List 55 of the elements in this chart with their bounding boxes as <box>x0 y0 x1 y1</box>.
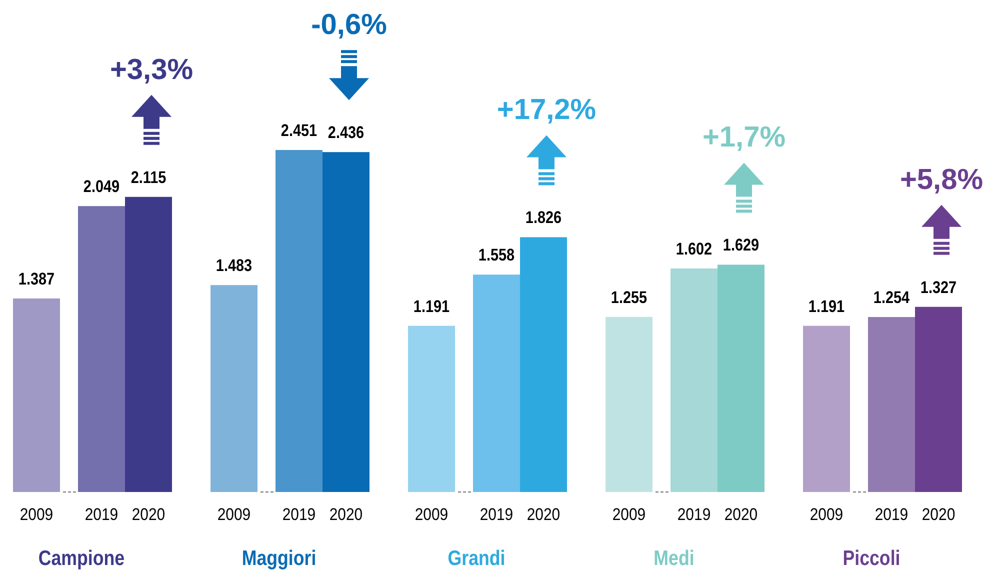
bar <box>125 196 172 492</box>
text: 2019 <box>480 506 514 524</box>
text: +3,3% <box>110 54 194 86</box>
data-label: 1.327 <box>920 278 957 298</box>
text: 2019 <box>282 506 316 524</box>
annotation: +5,8% <box>900 164 984 196</box>
annotation: +1,7% <box>702 122 786 154</box>
text: 2009 <box>612 506 646 524</box>
bar <box>322 152 370 492</box>
data-label: 1.826 <box>525 209 562 228</box>
data-label: 1.191 <box>808 298 845 316</box>
text: +17,2% <box>496 94 596 126</box>
series-label: 2019 <box>84 506 118 524</box>
bar <box>868 317 915 492</box>
x-tick-label: Maggiori <box>242 546 316 570</box>
text: -0,6% <box>311 9 388 42</box>
x-tick-label: Campione <box>38 546 125 570</box>
data-label: 2.451 <box>280 122 318 140</box>
bar <box>473 274 520 492</box>
text: 2019 <box>874 506 908 524</box>
text: 2019 <box>677 506 711 524</box>
x-tick-label: Piccoli <box>842 546 900 570</box>
data-label: 1.254 <box>873 289 910 308</box>
bar <box>670 268 718 492</box>
data-label: 2.049 <box>83 178 120 196</box>
bar <box>520 237 567 492</box>
bar <box>78 206 125 492</box>
bar <box>915 306 962 492</box>
text: 2009 <box>414 506 448 524</box>
text: 2009 <box>217 506 251 524</box>
bar <box>276 150 322 492</box>
text: 2009 <box>810 506 844 524</box>
data-label: 1.602 <box>676 240 712 259</box>
data-label: 2.115 <box>130 168 166 188</box>
series-label: 2020 <box>132 506 166 524</box>
data-label: 1.558 <box>478 246 515 265</box>
data-label: 1.483 <box>216 257 252 276</box>
data-label: 1.387 <box>18 270 55 289</box>
bar <box>803 326 850 492</box>
text: 2020 <box>526 506 560 524</box>
x-tick-label: Grandi <box>448 546 506 570</box>
data-label: 2.436 <box>328 124 364 142</box>
series-label: 2009 <box>20 506 54 524</box>
data-label: 1.629 <box>722 236 760 256</box>
data-label: 1.255 <box>610 288 648 308</box>
bar <box>606 316 652 492</box>
bar <box>408 326 455 492</box>
bar <box>718 264 764 492</box>
text: 2020 <box>922 506 956 524</box>
data-label: 1.191 <box>413 298 450 316</box>
x-tick-label: Medi <box>654 546 694 570</box>
bar <box>13 298 60 492</box>
text: 2020 <box>329 506 363 524</box>
text: 2020 <box>724 506 758 524</box>
bar <box>210 285 258 492</box>
